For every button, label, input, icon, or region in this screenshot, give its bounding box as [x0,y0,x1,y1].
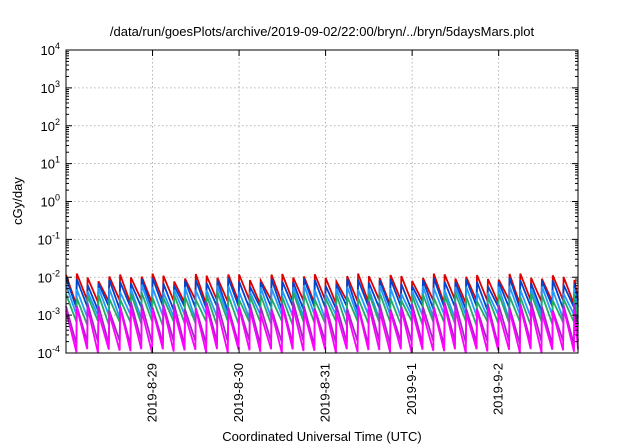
y-tick-label: 104 [41,41,60,58]
y-axis: 10-4 10-3 10-2 10-1 100 101 102 103 104 [38,41,578,361]
x-tick-label: 2019-9-2 [491,363,506,415]
chart-title: /data/run/goesPlots/archive/2019-09-02/2… [110,24,535,39]
series-lines [65,273,579,354]
y-tick-label: 100 [41,193,60,210]
y-tick-label: 10-2 [38,268,60,285]
x-axis: 2019-8-29 2019-8-30 2019-8-31 2019-9-1 2019-… [145,50,506,422]
y-axis-label: cGy/day [10,177,25,225]
x-tick-label: 2019-8-30 [231,363,246,422]
x-tick-label: 2019-8-31 [318,363,333,422]
y-tick-label: 101 [41,155,60,172]
series-line [65,305,579,354]
x-tick-label: 2019-8-29 [145,363,160,422]
y-tick-label: 103 [41,79,60,96]
y-tick-label: 10-3 [38,306,60,323]
y-tick-label: 102 [41,117,60,134]
y-tick-label: 10-4 [38,344,60,361]
y-tick-label: 10-1 [38,230,60,247]
x-tick-label: 2019-9-1 [404,363,419,415]
x-axis-label: Coordinated Universal Time (UTC) [222,429,421,444]
